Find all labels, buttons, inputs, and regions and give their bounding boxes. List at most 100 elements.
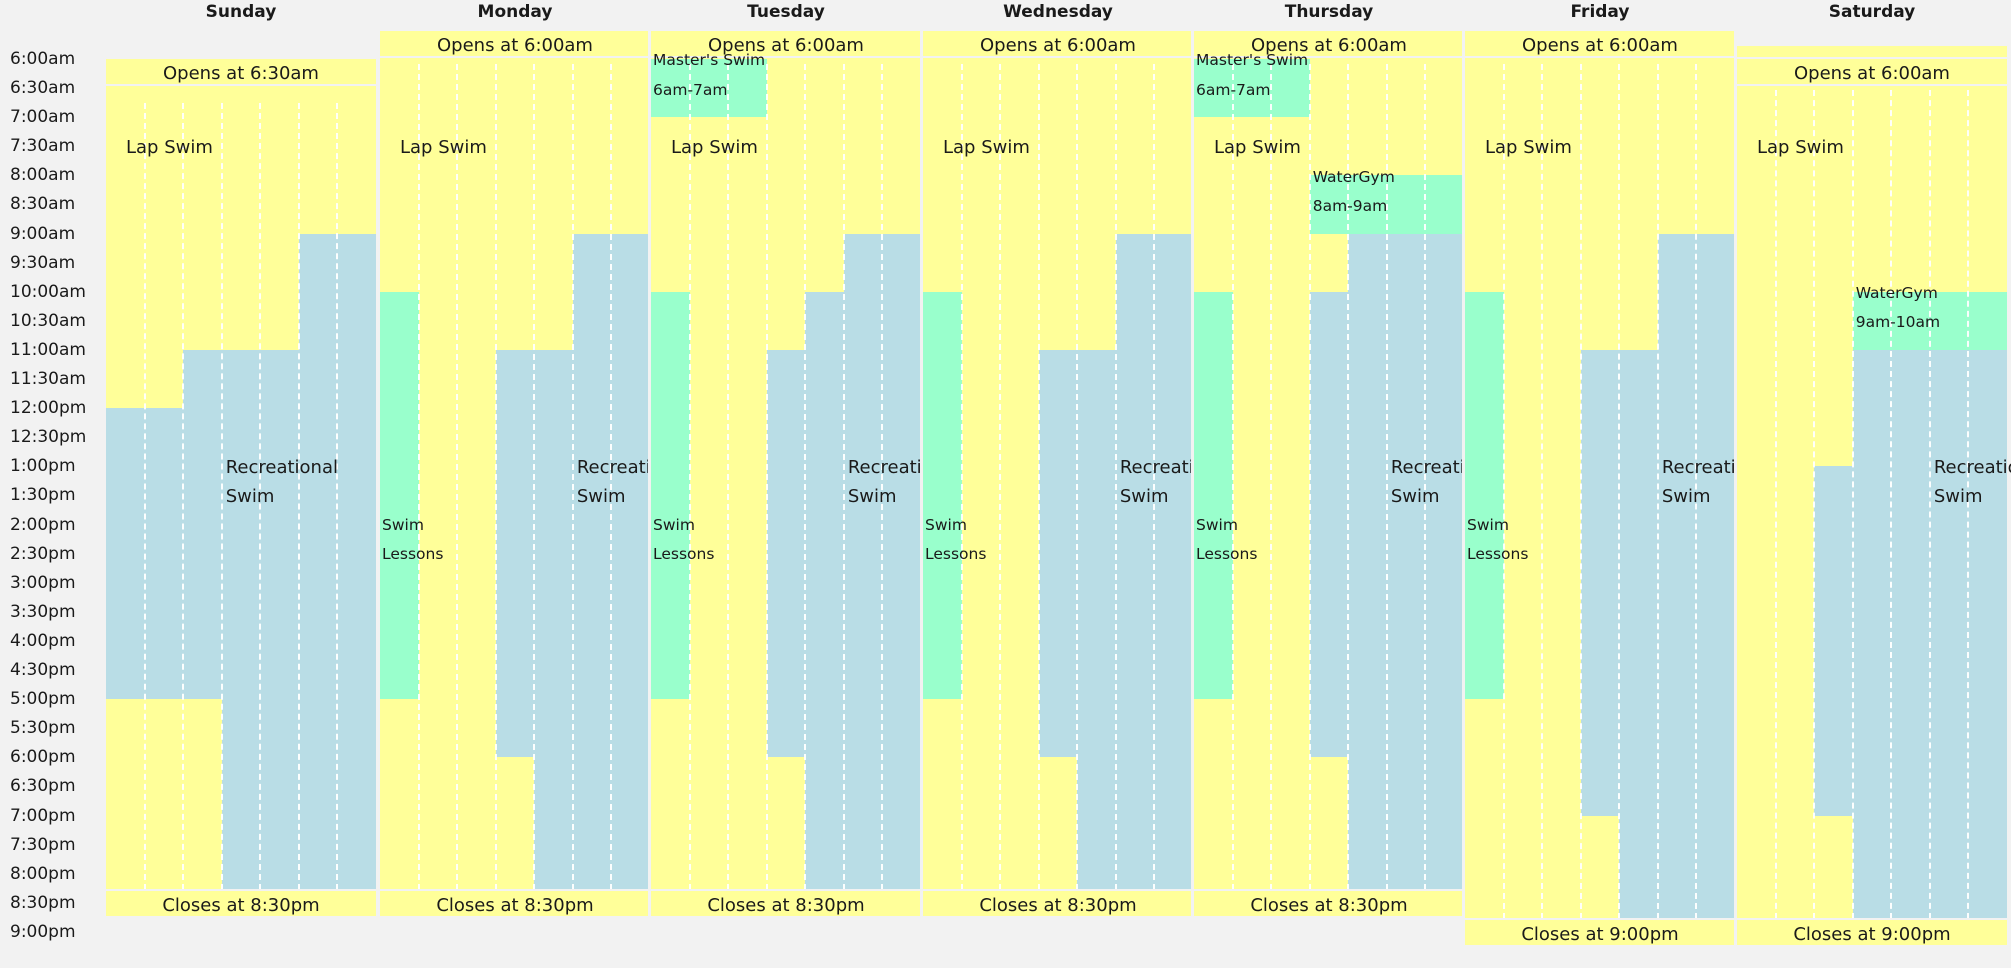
recreational-swim-block xyxy=(1814,466,1853,816)
time-label: 3:30pm xyxy=(0,597,106,627)
time-label: 12:00pm xyxy=(0,394,106,424)
lane-divider xyxy=(1114,64,1117,900)
time-label: 8:30am xyxy=(0,190,106,220)
day-header-thursday: Thursday xyxy=(1194,0,1464,26)
lane-divider xyxy=(494,64,497,900)
swim-lessons-label: Lessons xyxy=(1196,545,1258,564)
watergym-time: 8am-9am xyxy=(1312,196,1388,215)
time-label: 8:30pm xyxy=(0,888,106,918)
lane-divider xyxy=(1928,80,1931,929)
recreational-swim-block xyxy=(1580,350,1620,816)
day-separator xyxy=(1191,0,1194,952)
swim-lessons-label: Swim xyxy=(382,516,424,535)
lane-divider xyxy=(1502,64,1505,929)
lane-divider xyxy=(1308,64,1311,900)
opens-note-thursday: Opens at 6:00am xyxy=(1194,29,1464,58)
time-label: 7:00pm xyxy=(0,801,106,831)
lap-swim-label: Lap Swim xyxy=(671,136,758,158)
lane-divider xyxy=(259,103,262,900)
recreational-swim-block xyxy=(766,350,806,758)
lane-divider xyxy=(182,103,185,900)
recreational-swim-block xyxy=(534,350,573,903)
lane-divider xyxy=(1890,80,1893,929)
closes-note-tuesday: Closes at 8:30pm xyxy=(651,889,921,919)
masters-swim-title: Master's Swim xyxy=(653,51,766,70)
watergym-time: 9am-10am xyxy=(1855,313,1941,332)
lane-divider xyxy=(1813,80,1816,929)
recreational-swim-label: Swim xyxy=(225,485,275,507)
time-label: 12:30pm xyxy=(0,423,106,453)
lap-swim-label: Lap Swim xyxy=(1757,136,1844,158)
swim-lessons-block xyxy=(1465,291,1504,700)
time-label: 4:30pm xyxy=(0,656,106,686)
swim-lessons-block xyxy=(923,291,962,700)
time-label: 6:30pm xyxy=(0,772,106,802)
day-separator xyxy=(1462,0,1465,952)
closes-note-wednesday: Closes at 8:30pm xyxy=(923,889,1193,919)
lane-divider xyxy=(336,103,339,900)
lane-divider xyxy=(1347,64,1350,900)
masters-swim-title: Master's Swim xyxy=(1196,51,1309,70)
day-header-friday: Friday xyxy=(1465,0,1735,26)
time-label: 9:00pm xyxy=(0,917,106,948)
recreational-swim-block xyxy=(183,350,222,700)
lane-divider xyxy=(143,103,146,900)
lane-divider xyxy=(960,64,963,900)
lane-divider xyxy=(1967,80,1970,929)
time-label: 6:00pm xyxy=(0,743,106,773)
time-label: 9:00am xyxy=(0,219,106,249)
opens-note-saturday: Opens at 6:00am xyxy=(1737,57,2007,86)
lane-divider xyxy=(1076,64,1079,900)
recreational-swim-block xyxy=(1619,350,1658,932)
swim-lessons-block xyxy=(651,291,690,700)
lane-divider xyxy=(1231,64,1234,900)
lap-swim-label: Lap Swim xyxy=(943,136,1030,158)
day-header-monday: Monday xyxy=(380,0,650,26)
swim-lessons-block xyxy=(1194,291,1233,700)
day-header-saturday: Saturday xyxy=(1737,0,2007,26)
lane-divider xyxy=(1270,64,1273,900)
lane-divider xyxy=(1618,64,1621,929)
recreational-swim-label: Swim xyxy=(847,485,897,507)
lap-swim-label: Lap Swim xyxy=(1485,136,1572,158)
lane-divider xyxy=(1695,64,1698,929)
day-separator xyxy=(920,0,923,952)
opens-note-friday: Opens at 6:00am xyxy=(1465,29,1735,58)
recreational-swim-block xyxy=(1309,291,1349,758)
lane-divider xyxy=(220,103,223,900)
opens-note-tuesday: Opens at 6:00am xyxy=(651,29,921,58)
recreational-swim-label: Swim xyxy=(1119,485,1169,507)
day-separator xyxy=(377,0,380,952)
swim-lessons-label: Lessons xyxy=(382,545,444,564)
day-header-tuesday: Tuesday xyxy=(651,0,921,26)
lane-divider xyxy=(610,64,613,900)
day-separator xyxy=(1734,0,1737,952)
opens-note-monday: Opens at 6:00am xyxy=(380,29,650,58)
time-label: 2:00pm xyxy=(0,510,106,540)
time-label: 8:00pm xyxy=(0,859,106,889)
lane-divider xyxy=(456,64,459,900)
closes-note-sunday: Closes at 8:30pm xyxy=(106,889,376,919)
time-label: 11:30am xyxy=(0,365,106,395)
time-label: 3:00pm xyxy=(0,568,106,598)
day-separator xyxy=(648,0,651,952)
recreational-swim-block xyxy=(1077,350,1116,903)
lane-divider xyxy=(1774,80,1777,929)
lap-swim-label: Lap Swim xyxy=(126,136,213,158)
swim-lessons-label: Lessons xyxy=(653,545,715,564)
recreational-swim-block xyxy=(1348,233,1387,903)
lap-swim-label: Lap Swim xyxy=(400,136,487,158)
lane-divider xyxy=(881,64,884,900)
time-label: 1:30pm xyxy=(0,481,106,511)
masters-swim-time: 6am-7am xyxy=(653,80,728,99)
recreational-swim-label: Swim xyxy=(1661,485,1711,507)
time-label: 7:30pm xyxy=(0,830,106,860)
recreational-swim-label: Swim xyxy=(1390,485,1440,507)
recreational-swim-block xyxy=(495,350,535,758)
lane-divider xyxy=(1153,64,1156,900)
recreational-swim-label: Recreational xyxy=(1933,456,2011,478)
time-label: 2:30pm xyxy=(0,539,106,569)
recreational-swim-block xyxy=(805,291,844,903)
swim-lessons-label: Swim xyxy=(653,516,695,535)
swim-lessons-label: Swim xyxy=(925,516,967,535)
